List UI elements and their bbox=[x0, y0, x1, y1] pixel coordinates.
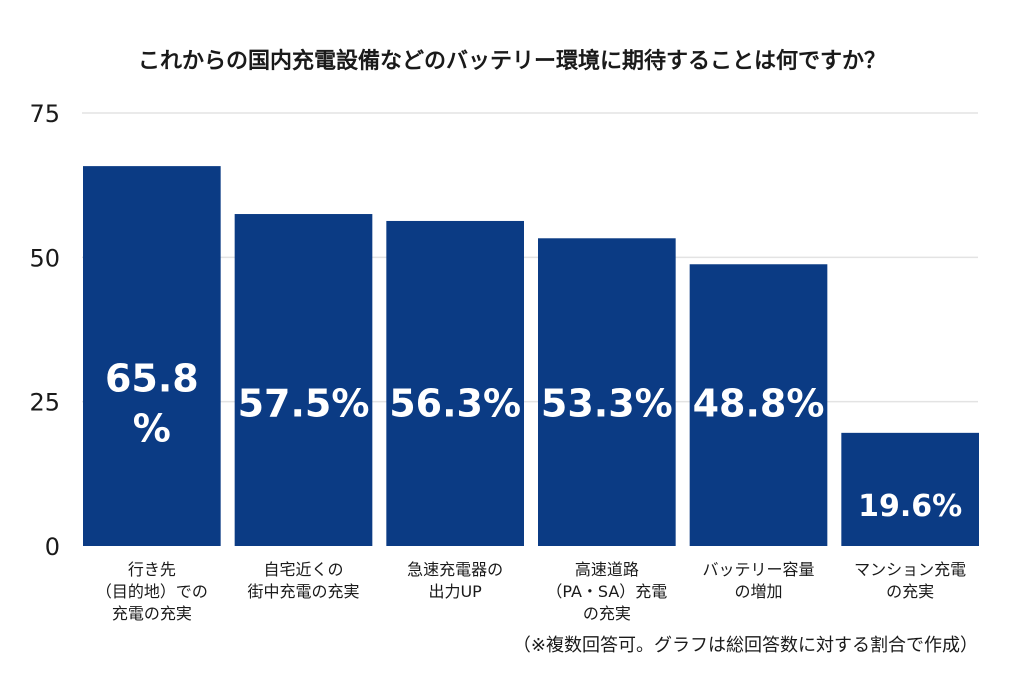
chart-note: （※複数回答可。グラフは総回答数に対する割合で作成） bbox=[513, 635, 978, 656]
bar bbox=[83, 166, 221, 546]
x-tick-label: 充電の充実 bbox=[112, 604, 192, 623]
x-tick-label: 高速道路 bbox=[575, 560, 639, 579]
x-tick-label: マンション充電 bbox=[854, 560, 966, 579]
y-tick-label: 75 bbox=[29, 100, 60, 128]
y-tick-label: 25 bbox=[29, 389, 60, 417]
x-tick-label: 自宅近くの bbox=[263, 560, 343, 579]
bar bbox=[841, 432, 979, 546]
data-label: 65.8 bbox=[105, 357, 199, 401]
x-tick-label: の充実 bbox=[583, 604, 631, 623]
x-tick-label: （PA・SA）充電 bbox=[546, 582, 667, 601]
data-label: 48.8% bbox=[693, 382, 825, 426]
y-tick-label: 50 bbox=[29, 244, 60, 272]
x-tick-label: （目的地）での bbox=[96, 582, 208, 601]
x-tick-label: バッテリー容量 bbox=[702, 560, 814, 579]
bar bbox=[234, 214, 373, 547]
bar bbox=[689, 264, 828, 546]
bar bbox=[538, 238, 676, 547]
data-label: % bbox=[133, 407, 171, 451]
x-tick-label: 行き先 bbox=[128, 560, 176, 579]
bar bbox=[386, 220, 524, 546]
x-tick-label: 出力UP bbox=[428, 582, 482, 601]
chart-title: これからの国内充電設備などのバッテリー環境に期待することは何ですか？ bbox=[138, 48, 886, 74]
x-tick-label: の充実 bbox=[886, 582, 934, 601]
x-tick-label: 急速充電器の bbox=[407, 560, 503, 579]
y-tick-label: 0 bbox=[45, 533, 60, 561]
x-tick-label: の増加 bbox=[734, 582, 782, 601]
data-label: 53.3% bbox=[541, 382, 673, 426]
x-tick-label: 街中充電の充実 bbox=[247, 582, 359, 601]
data-label: 57.5% bbox=[238, 382, 370, 426]
data-label: 19.6% bbox=[858, 489, 962, 524]
data-label: 56.3% bbox=[389, 382, 521, 426]
